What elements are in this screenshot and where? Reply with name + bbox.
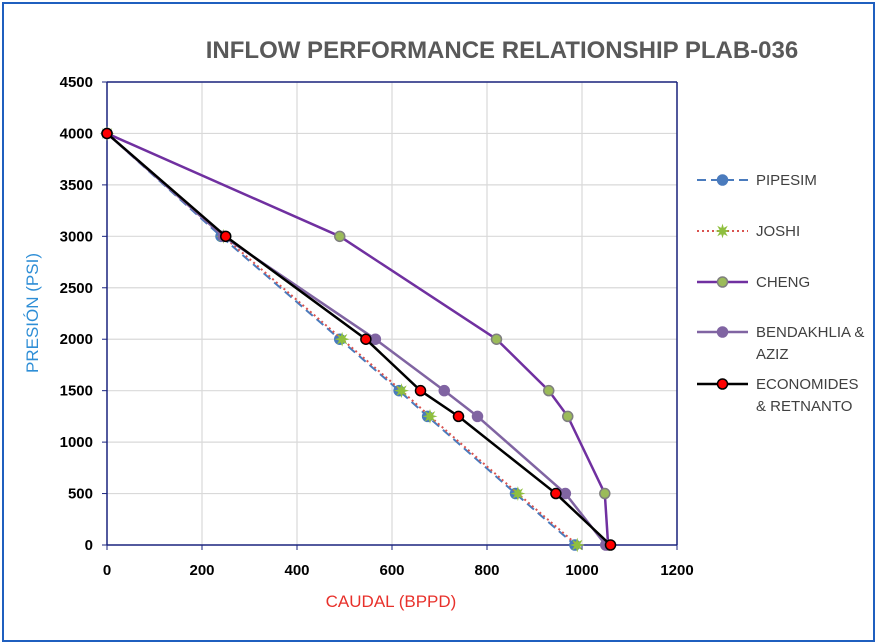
x-tick-label: 0 <box>103 562 111 579</box>
legend-swatch-marker <box>716 326 729 338</box>
y-tick-label: 2500 <box>60 280 93 297</box>
data-point <box>394 383 409 399</box>
legend-item-pipesim: PIPESIM <box>697 172 817 189</box>
data-point <box>334 331 350 347</box>
legend: PIPESIM JOSHI CHENG BENDAKHLIA & AZIZ ECONOMI… <box>697 172 864 415</box>
y-tick-label: 4000 <box>60 125 93 142</box>
chart-title: INFLOW PERFORMANCE RELATIONSHIP PLAB-036 <box>206 37 798 64</box>
y-tick-label: 3000 <box>60 228 93 245</box>
data-point <box>101 127 113 140</box>
data-point <box>543 384 555 397</box>
legend-label: JOSHI <box>756 223 800 240</box>
x-axis-label: CAUDAL (BPPD) <box>326 592 457 611</box>
x-tick-label: 400 <box>284 562 309 579</box>
x-tick-label: 800 <box>474 562 499 579</box>
x-tick-label: 1200 <box>660 562 693 579</box>
legend-label: & RETNANTO <box>756 398 852 415</box>
data-point <box>220 230 232 243</box>
data-point <box>334 230 346 243</box>
y-tick-label: 0 <box>85 537 93 554</box>
data-point <box>604 539 617 551</box>
legend-item-cheng: CHENG <box>697 274 810 291</box>
data-point <box>438 384 450 397</box>
legend-label: AZIZ <box>756 346 789 363</box>
data-point <box>422 408 438 424</box>
data-point <box>452 410 465 423</box>
legend-item-economides-retnanto: ECONOMIDES & RETNANTO <box>697 376 859 415</box>
legend-swatch-marker <box>716 174 729 186</box>
legend-swatch-marker <box>716 378 729 390</box>
data-point <box>490 333 503 345</box>
x-tick-label: 1000 <box>565 562 598 579</box>
y-tick-label: 2000 <box>60 331 93 348</box>
y-axis-label: PRESIÓN (PSI) <box>23 253 42 373</box>
legend-label: ECONOMIDES <box>756 376 859 393</box>
y-tick-label: 4500 <box>60 74 93 91</box>
series-economides-retnanto <box>101 127 617 551</box>
legend-item-joshi: JOSHI <box>697 223 800 240</box>
gridlines <box>107 81 678 545</box>
data-point <box>550 487 562 500</box>
data-point <box>510 486 526 501</box>
y-tick-label: 3500 <box>60 177 93 194</box>
x-tick-label: 600 <box>379 562 404 579</box>
legend-label: BENDAKHLIA & <box>756 324 864 341</box>
data-point <box>360 333 372 345</box>
data-point <box>569 537 585 553</box>
y-tick-label: 1500 <box>60 383 93 400</box>
legend-item-bendakhlia-aziz: BENDAKHLIA & AZIZ <box>697 324 864 363</box>
data-point <box>369 333 382 345</box>
legend-label: PIPESIM <box>756 172 817 189</box>
legend-label: CHENG <box>756 274 810 291</box>
tick-labels: 0 200 400 600 800 1000 1200 0 500 1000 1500 2000 250… <box>60 74 694 579</box>
data-point <box>414 384 427 397</box>
data-point <box>599 487 611 500</box>
series-layer <box>99 126 617 553</box>
x-tick-label: 200 <box>189 562 214 579</box>
y-tick-label: 1000 <box>60 434 93 451</box>
data-point <box>559 487 572 500</box>
data-point <box>471 410 484 423</box>
legend-swatch-marker <box>716 276 729 288</box>
y-tick-label: 500 <box>68 486 93 503</box>
legend-swatch-marker <box>715 223 730 239</box>
data-point <box>562 410 574 423</box>
